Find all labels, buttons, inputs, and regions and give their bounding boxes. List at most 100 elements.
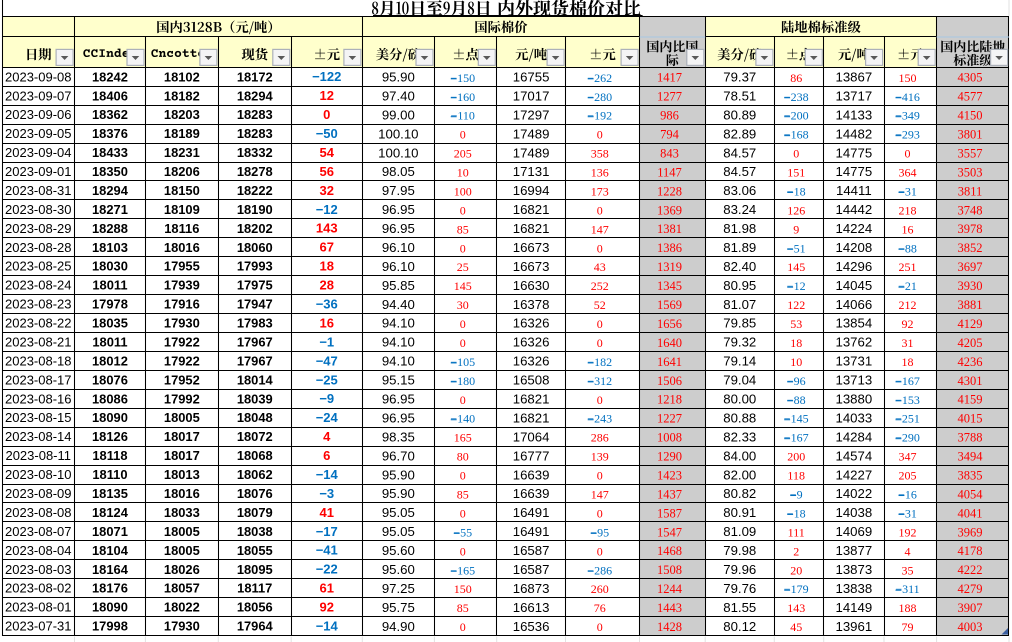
svg-text:18203: 18203 [164, 107, 200, 122]
svg-text:−12: −12 [316, 202, 338, 217]
svg-text:17131: 17131 [513, 164, 550, 179]
svg-text:−88: −88 [898, 241, 917, 255]
svg-text:18164: 18164 [92, 562, 129, 577]
svg-text:18057: 18057 [164, 581, 200, 596]
svg-text:3969: 3969 [958, 525, 983, 539]
svg-text:4178: 4178 [958, 544, 983, 558]
svg-text:14022: 14022 [836, 486, 873, 501]
svg-text:2023-08-15: 2023-08-15 [5, 410, 72, 425]
svg-text:18176: 18176 [92, 581, 128, 596]
svg-text:151: 151 [787, 166, 805, 180]
svg-text:86: 86 [790, 71, 802, 85]
svg-text:17922: 17922 [164, 353, 200, 368]
svg-text:−95: −95 [590, 525, 609, 539]
svg-text:126: 126 [787, 203, 805, 217]
svg-text:18090: 18090 [92, 410, 128, 425]
svg-text:2023-08-03: 2023-08-03 [5, 562, 72, 577]
svg-text:97.40: 97.40 [382, 88, 415, 103]
svg-text:17952: 17952 [164, 372, 200, 387]
svg-text:18126: 18126 [92, 429, 128, 444]
svg-text:−55: −55 [453, 525, 472, 539]
svg-text:98.35: 98.35 [382, 429, 415, 444]
svg-text:−24: −24 [316, 410, 339, 425]
svg-text:2023-08-22: 2023-08-22 [5, 316, 72, 331]
svg-text:16613: 16613 [513, 600, 550, 615]
svg-text:145: 145 [787, 260, 805, 274]
svg-text:16508: 16508 [513, 373, 550, 388]
svg-text:3503: 3503 [958, 165, 983, 179]
svg-text:32: 32 [320, 183, 334, 198]
svg-text:0: 0 [597, 506, 603, 520]
svg-text:2023-08-24: 2023-08-24 [5, 278, 72, 293]
svg-text:145: 145 [454, 279, 472, 293]
svg-text:1437: 1437 [657, 487, 682, 501]
svg-text:1443: 1443 [657, 601, 682, 615]
svg-text:986: 986 [660, 109, 679, 123]
svg-text:81.55: 81.55 [723, 600, 756, 615]
svg-text:76: 76 [594, 601, 606, 615]
svg-text:13961: 13961 [836, 619, 873, 634]
svg-text:53: 53 [790, 317, 802, 331]
svg-text:18288: 18288 [92, 221, 128, 236]
svg-text:20: 20 [790, 563, 802, 577]
svg-text:150: 150 [454, 582, 472, 596]
svg-text:0: 0 [460, 544, 466, 558]
svg-text:16587: 16587 [513, 543, 550, 558]
svg-text:2023-08-18: 2023-08-18 [5, 353, 72, 368]
svg-text:188: 188 [899, 601, 917, 615]
svg-text:358: 358 [591, 147, 609, 161]
svg-text:18: 18 [790, 336, 802, 350]
svg-text:16: 16 [902, 222, 914, 236]
svg-text:18117: 18117 [237, 581, 272, 596]
svg-text:4236: 4236 [958, 355, 983, 369]
svg-text:0: 0 [460, 506, 466, 520]
svg-text:−18: −18 [787, 184, 806, 198]
svg-text:−36: −36 [316, 297, 338, 312]
svg-text:2023-08-31: 2023-08-31 [5, 183, 72, 198]
svg-text:96.95: 96.95 [382, 221, 415, 236]
svg-text:17930: 17930 [164, 316, 200, 331]
svg-text:17017: 17017 [513, 88, 550, 103]
svg-text:18005: 18005 [164, 543, 200, 558]
svg-text:18035: 18035 [92, 316, 128, 331]
svg-text:−167: −167 [784, 431, 809, 445]
svg-text:18014: 18014 [237, 372, 274, 387]
svg-text:18189: 18189 [164, 126, 200, 141]
svg-text:95.05: 95.05 [382, 524, 415, 539]
svg-text:−14: −14 [316, 618, 339, 633]
svg-text:79.37: 79.37 [723, 70, 756, 85]
svg-text:13877: 13877 [836, 543, 873, 558]
svg-text:95.05: 95.05 [382, 505, 415, 520]
svg-text:96.10: 96.10 [382, 240, 415, 255]
svg-text:14066: 14066 [836, 297, 873, 312]
svg-text:0: 0 [460, 620, 466, 634]
svg-text:18086: 18086 [92, 391, 128, 406]
svg-text:43: 43 [594, 260, 606, 274]
svg-text:150: 150 [899, 71, 917, 85]
svg-text:25: 25 [457, 260, 469, 274]
svg-text:2023-08-11: 2023-08-11 [5, 448, 71, 463]
svg-text:56: 56 [320, 164, 334, 179]
svg-text:16994: 16994 [513, 183, 550, 198]
svg-text:18039: 18039 [237, 391, 273, 406]
svg-text:82.00: 82.00 [723, 467, 756, 482]
svg-text:80.91: 80.91 [723, 505, 756, 520]
svg-text:14296: 14296 [836, 259, 873, 274]
svg-text:0: 0 [460, 469, 466, 483]
svg-text:100.10: 100.10 [378, 126, 418, 141]
svg-text:80.00: 80.00 [723, 392, 756, 407]
svg-text:3697: 3697 [958, 260, 983, 274]
svg-text:1381: 1381 [657, 222, 682, 236]
svg-text:−167: −167 [895, 374, 920, 388]
svg-text:1147: 1147 [657, 165, 682, 179]
svg-text:−12: −12 [787, 279, 806, 293]
svg-text:17489: 17489 [513, 145, 550, 160]
svg-text:95.90: 95.90 [382, 486, 415, 501]
svg-text:1417: 1417 [657, 71, 682, 85]
svg-text:17967: 17967 [237, 353, 273, 368]
svg-text:83.06: 83.06 [723, 183, 756, 198]
svg-text:97.95: 97.95 [382, 183, 415, 198]
svg-text:18056: 18056 [237, 600, 273, 615]
svg-text:14284: 14284 [836, 429, 873, 444]
svg-text:18406: 18406 [92, 88, 128, 103]
